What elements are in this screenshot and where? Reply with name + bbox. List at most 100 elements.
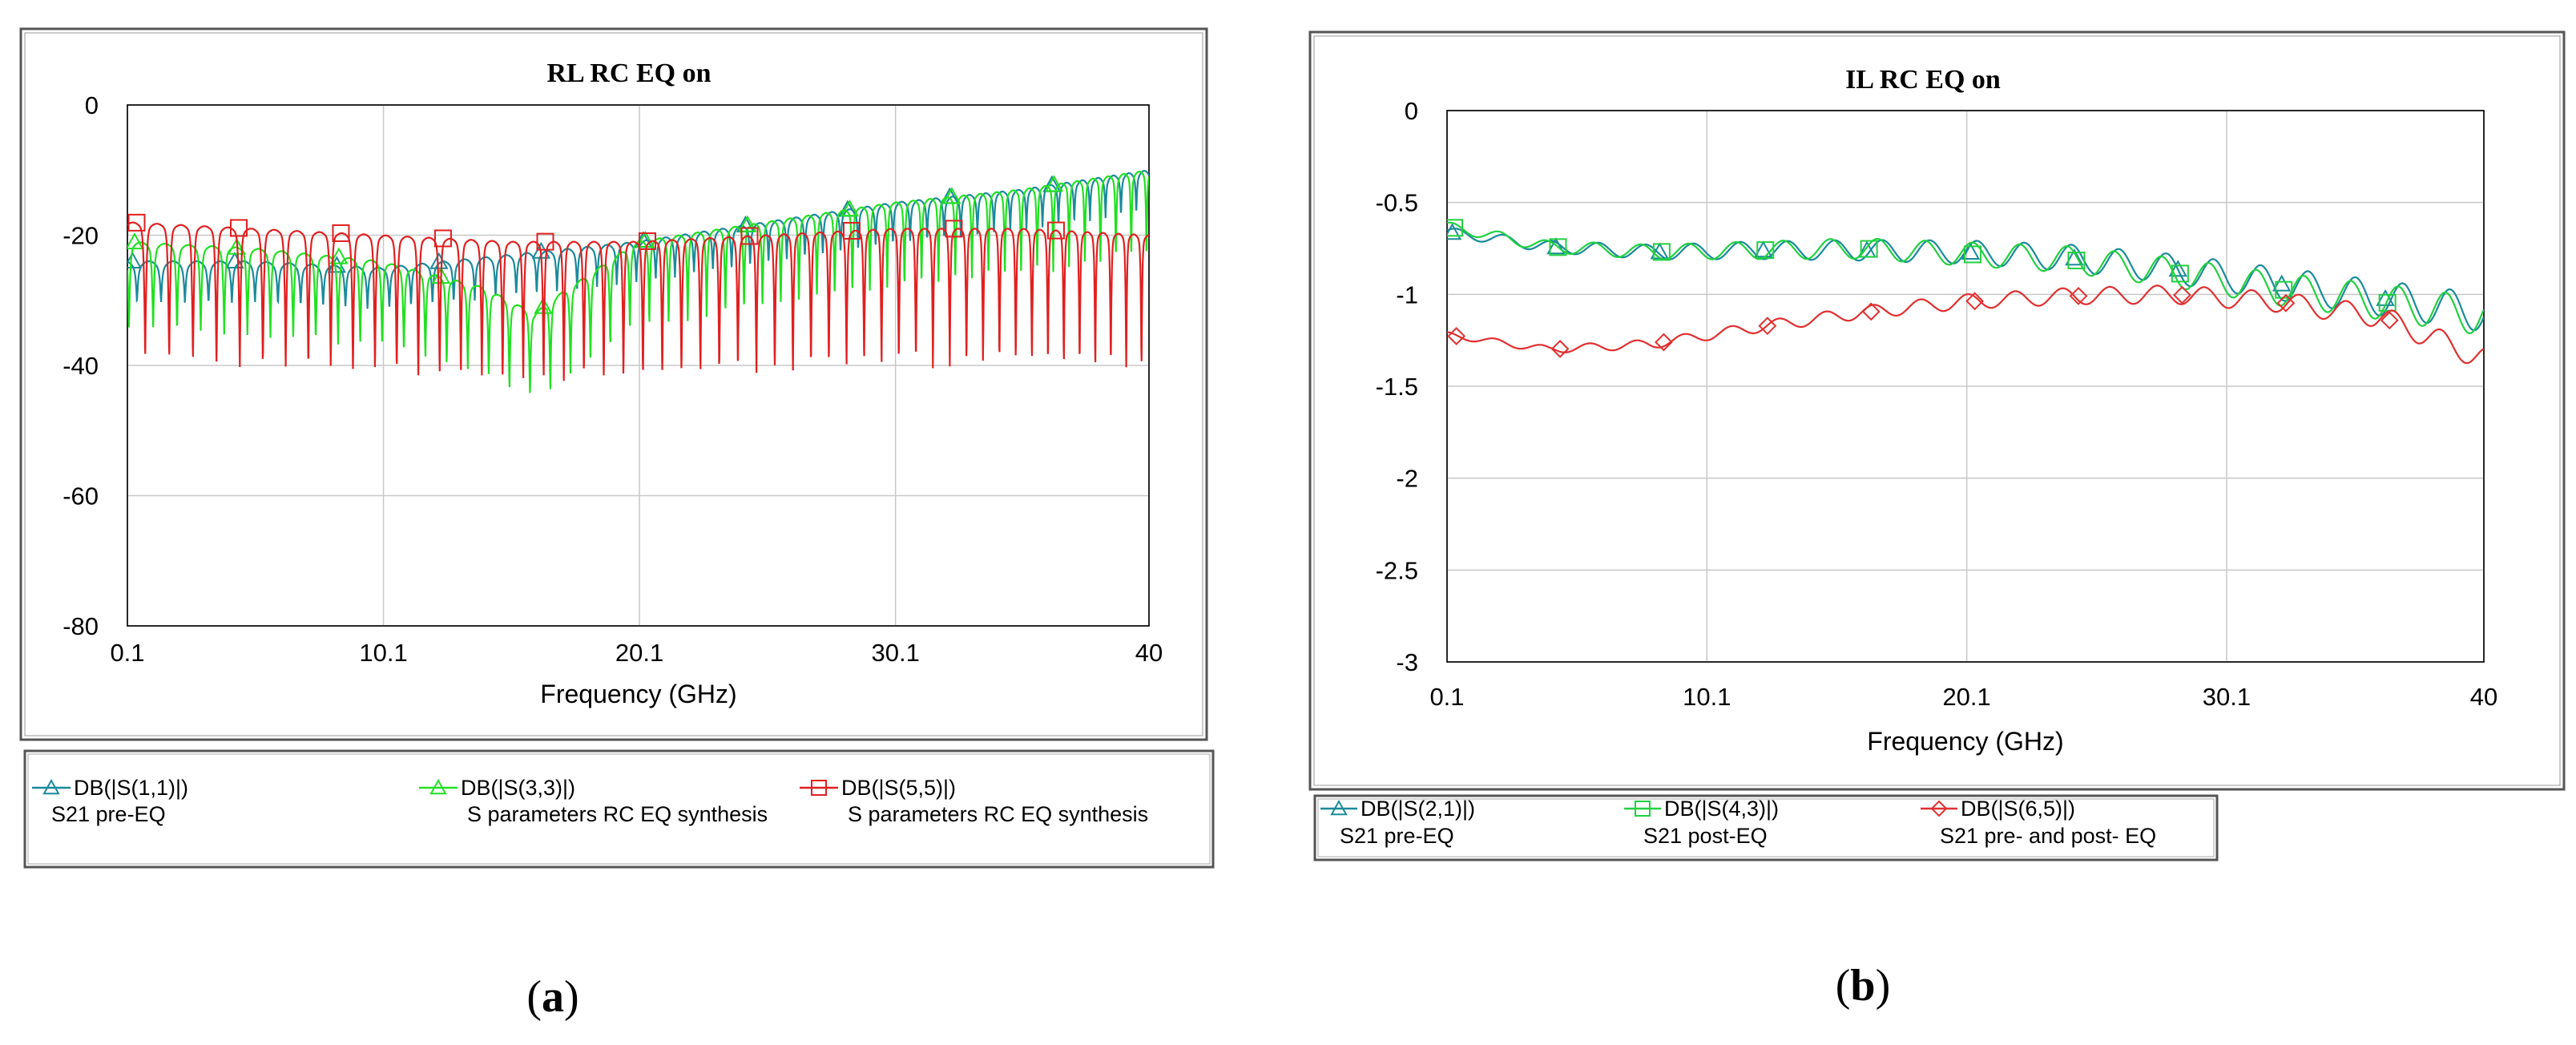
series-line — [127, 170, 1149, 393]
series-marker — [433, 229, 452, 248]
series-marker — [2067, 252, 2086, 270]
legend-series-description: S parameters RC EQ synthesis — [848, 802, 1148, 826]
chart-title-a: RL RC EQ on — [547, 59, 712, 88]
series-marker — [635, 230, 655, 248]
series-marker — [1447, 327, 1466, 345]
y-tick-label: -2 — [1396, 465, 1418, 493]
x-tick-label: 20.1 — [615, 639, 663, 667]
series-marker — [1546, 237, 1566, 255]
legend-series-description: S parameters RC EQ synthesis — [467, 802, 768, 826]
legend-inner-box-b — [1317, 798, 2215, 857]
series-b-3 — [1447, 284, 2484, 365]
series-marker — [127, 232, 144, 250]
series-marker — [1861, 302, 1881, 321]
x-axis-label-b: Frequency (GHz) — [1867, 727, 2063, 756]
x-tick-label: 10.1 — [359, 639, 407, 667]
x-tick-label: 30.1 — [871, 639, 919, 667]
series-marker — [127, 251, 143, 268]
legend-series-description: S21 pre-EQ — [51, 802, 166, 826]
series-marker — [2171, 264, 2189, 283]
plot-border-b — [1446, 110, 2485, 663]
series-marker — [738, 215, 757, 232]
series-marker — [2380, 311, 2399, 330]
legend-box-b — [1313, 794, 2219, 861]
series-marker — [2069, 286, 2088, 305]
panel-label-a-letter: a — [542, 972, 564, 1022]
series-marker — [942, 187, 961, 204]
legend-series-description: S21 post-EQ — [1643, 824, 1768, 848]
series-marker — [2272, 274, 2292, 292]
y-tick-label: -1.5 — [1376, 373, 1418, 401]
series-marker — [229, 219, 248, 237]
series-line — [1447, 284, 2484, 365]
legend-series-name: DB(|S(2,1)|) — [1361, 797, 1475, 821]
panel-label-a: (a) — [526, 972, 578, 1022]
legend-marker — [811, 780, 827, 796]
series-marker — [1965, 292, 1985, 311]
chart-title-b: IL RC EQ on — [1845, 65, 2001, 95]
legend-series-description: S21 pre-EQ — [1340, 824, 1454, 848]
series-marker — [2378, 293, 2397, 312]
y-tick-label: -3 — [1396, 648, 1418, 676]
series-marker — [1652, 243, 1671, 261]
series-marker — [1550, 339, 1570, 358]
x-tick-label: 0.1 — [110, 639, 144, 667]
x-tick-label: 40 — [2470, 683, 2497, 711]
series-marker — [1655, 333, 1673, 352]
panel-label-b: (b) — [1836, 961, 1890, 1011]
series-a-3 — [127, 213, 1149, 381]
series-marker — [2173, 285, 2191, 305]
y-tick-label: -1 — [1396, 280, 1418, 309]
series-marker — [638, 232, 656, 250]
series-marker — [1860, 240, 1878, 258]
x-tick-label: 0.1 — [1429, 683, 1464, 711]
series-marker — [1961, 242, 1981, 260]
series-marker — [127, 213, 146, 232]
series-marker — [329, 247, 349, 264]
y-tick-label: -80 — [62, 612, 99, 640]
legend-series-name: DB(|S(4,3)|) — [1664, 797, 1779, 821]
series-line — [127, 221, 1149, 381]
series-a-2 — [127, 170, 1149, 393]
legend-marker — [1330, 799, 1348, 816]
series-marker — [842, 221, 861, 240]
series-marker — [1447, 219, 1464, 237]
y-tick-label: -20 — [62, 222, 99, 250]
series-marker — [1447, 223, 1462, 240]
series-marker — [2065, 248, 2084, 266]
legend-marker — [42, 778, 60, 795]
series-marker — [536, 232, 554, 251]
legend-series-name: DB(|S(3,3)|) — [461, 776, 575, 800]
panel-a: RL RC EQ on Frequency (GHz) (a) 0.1 10.1 2… — [19, 27, 1215, 1022]
series-marker — [1758, 317, 1777, 336]
x-tick-label: 30.1 — [2203, 683, 2251, 711]
legend-marker — [1930, 800, 1948, 817]
series-marker — [429, 252, 449, 269]
series-marker — [332, 224, 350, 242]
legend-inner-box-a — [27, 753, 1211, 865]
y-tick-label: -60 — [62, 482, 99, 510]
series-marker — [1756, 241, 1775, 260]
y-tick-label: 0 — [85, 91, 99, 119]
y-tick-label: 0 — [1405, 97, 1418, 125]
series-marker — [945, 220, 963, 238]
series-marker — [1549, 238, 1567, 256]
series-b-2 — [1447, 219, 2484, 334]
series-marker — [840, 200, 860, 217]
series-marker — [1046, 221, 1065, 240]
series-marker — [2168, 260, 2187, 277]
panel-label-b-letter: b — [1850, 961, 1875, 1011]
y-tick-label: -0.5 — [1376, 189, 1418, 217]
y-tick-label: -40 — [62, 352, 99, 380]
chart-inner-frame-a — [24, 32, 1203, 736]
chart-inner-frame-b — [1313, 35, 2561, 786]
series-marker — [1964, 245, 1982, 264]
legend-series-name: DB(|S(1,1)|) — [74, 776, 188, 800]
y-tick-label: -2.5 — [1376, 556, 1418, 584]
legend-series-name: DB(|S(5,5)|) — [841, 776, 956, 800]
series-marker — [740, 227, 759, 245]
legend-box-a — [23, 749, 1215, 869]
x-tick-label: 40 — [1135, 639, 1163, 667]
x-tick-label: 10.1 — [1683, 683, 1731, 711]
